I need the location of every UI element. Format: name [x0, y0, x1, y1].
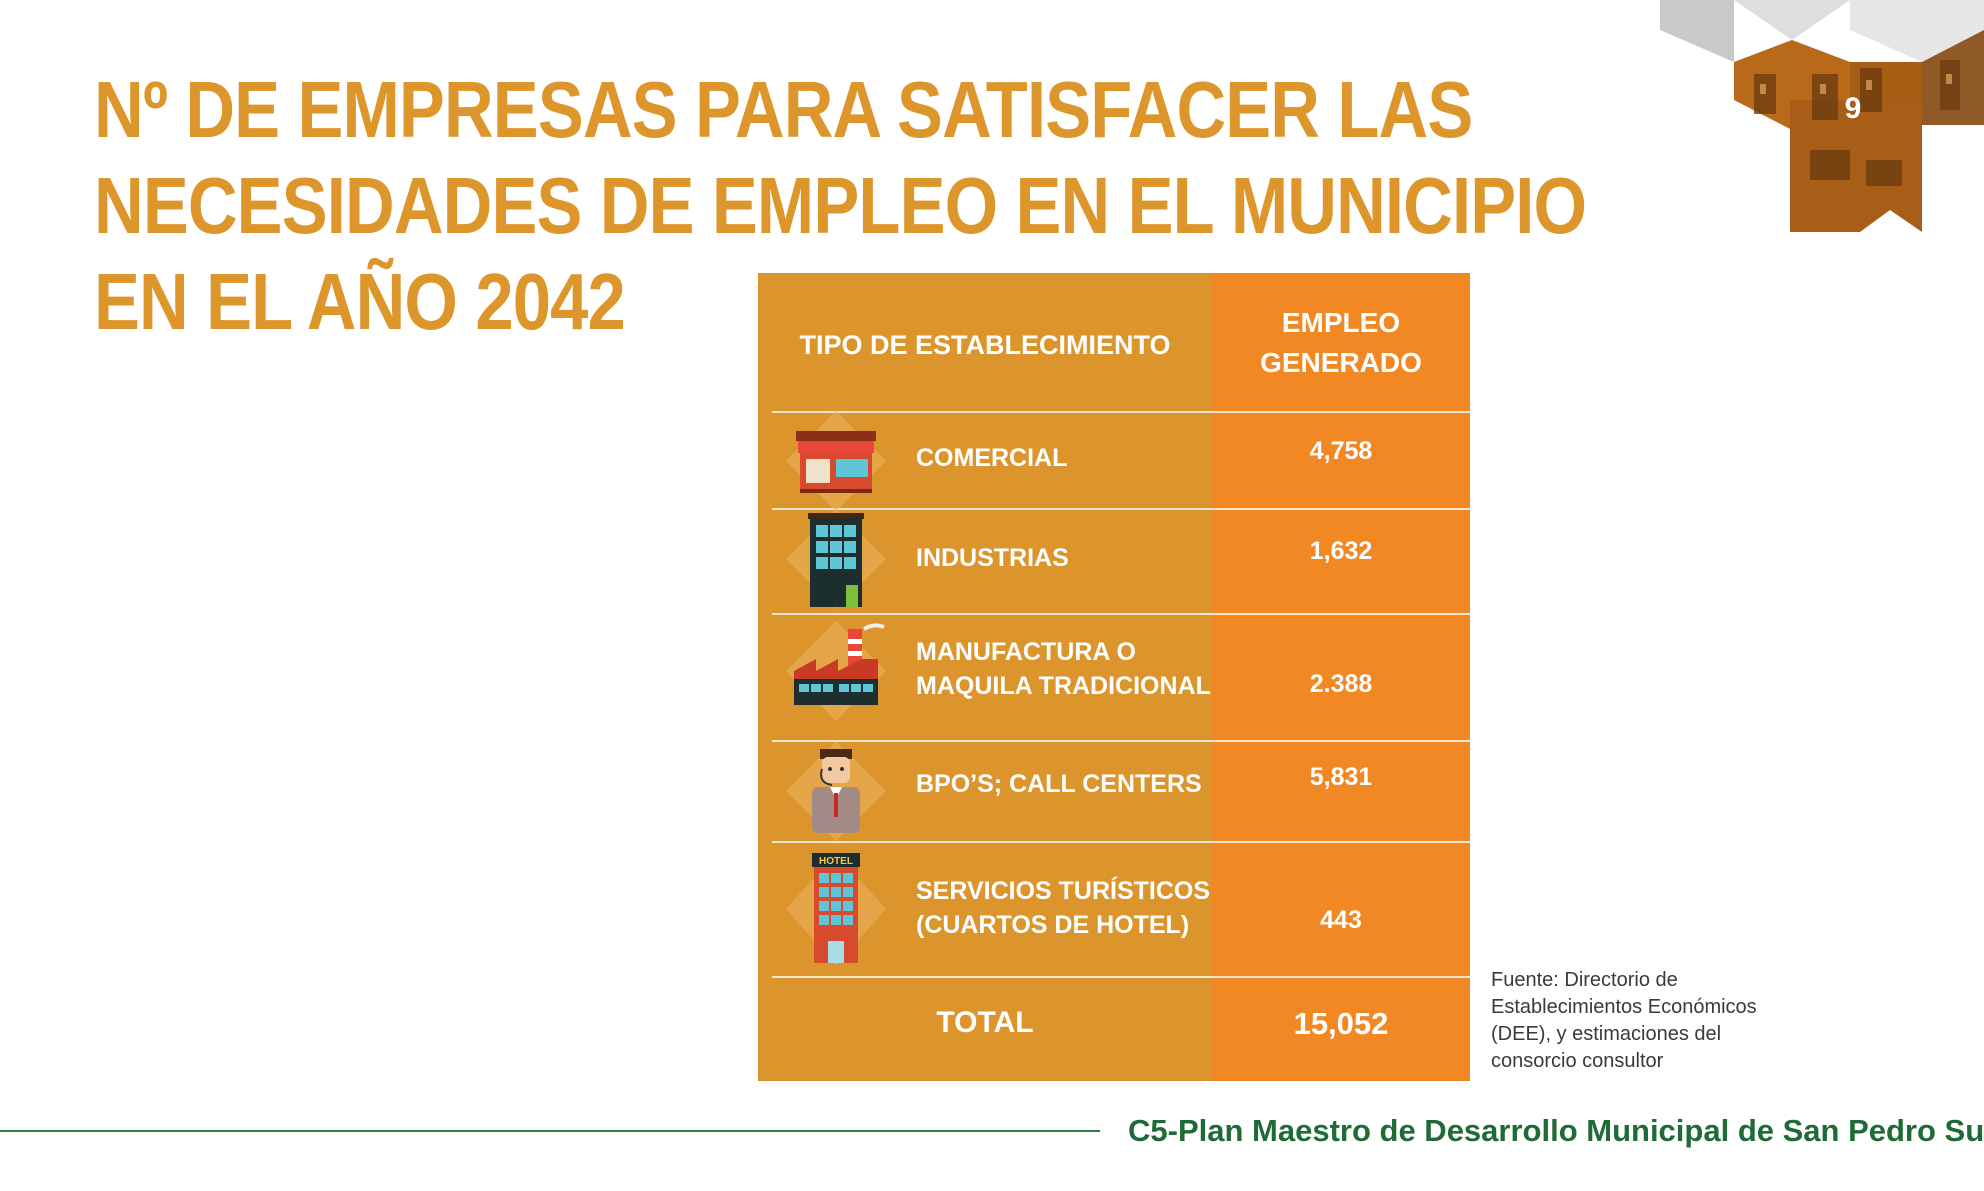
- row-value: 1,632: [1309, 537, 1373, 565]
- hotel-icon: HOTEL: [786, 853, 886, 965]
- row-divider: [772, 411, 1470, 413]
- row-label: SERVICIOS TURÍSTICOS (CUARTOS DE HOTEL): [916, 877, 1211, 939]
- source-note: Fuente: Directorio de Establecimientos E…: [1491, 969, 1757, 1072]
- row-divider: [772, 841, 1470, 843]
- total-value: 15,052: [1293, 1006, 1389, 1041]
- row-value: 4,758: [1309, 437, 1373, 465]
- total-label: TOTAL: [936, 1006, 1034, 1039]
- header-employment-generated: EMPLEO GENERADO: [1260, 307, 1422, 378]
- row-label: MANUFACTURA O MAQUILA TRADICIONAL: [916, 638, 1211, 700]
- employment-table: TIPO DE ESTABLECIMIENTO EMPLEO GENERADO …: [758, 273, 1470, 1081]
- row-divider: [772, 613, 1470, 615]
- row-value: 5,831: [1309, 763, 1373, 791]
- title-line-3: EN EL AÑO 2042: [94, 257, 626, 346]
- page-title: Nº DE EMPRESAS PARA SATISFACER LAS NECES…: [94, 62, 1587, 350]
- factory-icon: [786, 621, 886, 721]
- hotel-sign-text: HOTEL: [819, 856, 853, 867]
- header-establishment-type: TIPO DE ESTABLECIMIENTO: [799, 330, 1171, 360]
- corner-photo-mosaic: [1660, 0, 1984, 232]
- page-number: 9: [1844, 92, 1862, 125]
- footer-title: C5-Plan Maestro de Desarrollo Municipal …: [1128, 1113, 1984, 1148]
- row-value: 443: [1320, 906, 1362, 934]
- call-center-agent-icon: [786, 741, 886, 841]
- row-divider: [772, 976, 1470, 978]
- row-label: COMERCIAL: [916, 444, 1068, 472]
- shop-icon: [786, 411, 886, 511]
- row-label: BPO’S; CALL CENTERS: [916, 770, 1202, 798]
- title-line-1: Nº DE EMPRESAS PARA SATISFACER LAS: [94, 65, 1473, 154]
- value-column-background: [1212, 273, 1470, 1081]
- row-divider: [772, 508, 1470, 510]
- footer-divider: [0, 1130, 1100, 1132]
- row-label: INDUSTRIAS: [916, 544, 1069, 572]
- row-value: 2.388: [1309, 670, 1373, 698]
- office-building-icon: [786, 509, 886, 609]
- title-line-2: NECESIDADES DE EMPLEO EN EL MUNICIPIO: [94, 161, 1587, 250]
- row-divider: [772, 740, 1470, 742]
